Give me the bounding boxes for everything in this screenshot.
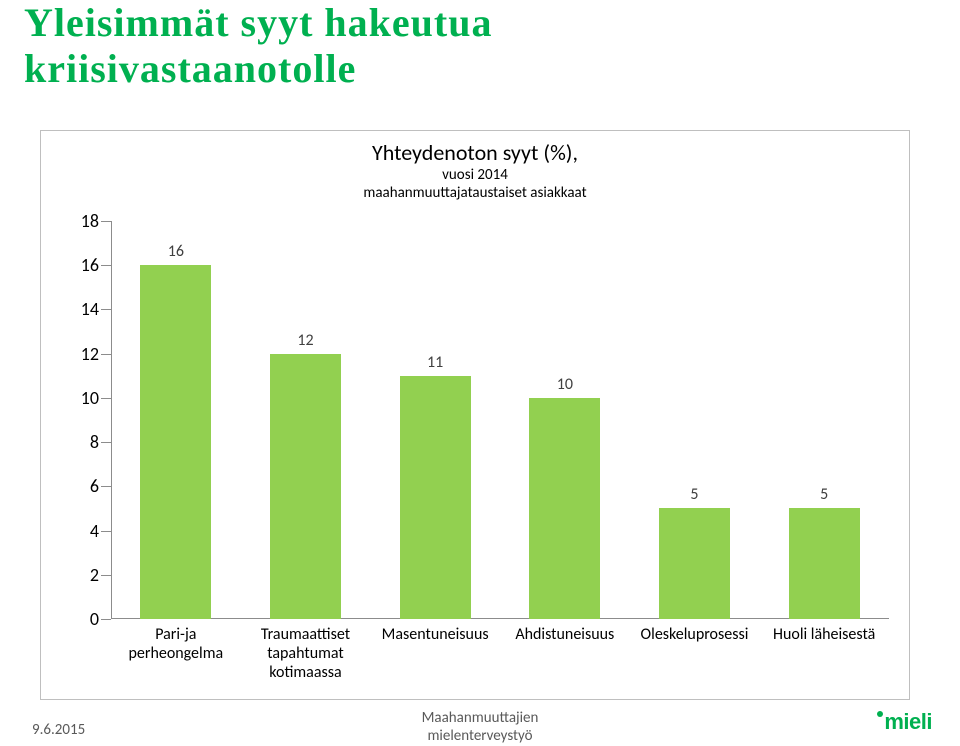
bar-value-label: 5: [659, 485, 730, 508]
heading-line-2: kriisivastaanotolle: [24, 46, 492, 92]
logo-dot-icon: [877, 711, 883, 717]
bar: 12: [270, 354, 341, 619]
y-tick: [101, 442, 111, 443]
y-tick-label: 2: [90, 564, 99, 586]
chart-titles: Yhteydenoton syyt (%), vuosi 2014 maahan…: [41, 131, 909, 202]
bar-value-label: 5: [789, 485, 860, 508]
footer-center: Maahanmuuttajien mielenterveystyö: [0, 709, 960, 745]
y-tick-label: 12: [81, 343, 99, 365]
y-tick-label: 6: [90, 475, 99, 497]
y-tick: [101, 221, 111, 222]
x-category-label: Huoli läheisestä: [759, 619, 889, 644]
footer-logo: mieli: [877, 709, 932, 735]
bar-value-label: 16: [140, 242, 211, 265]
chart-subtitle-1: vuosi 2014: [41, 166, 909, 184]
bar-value-label: 10: [529, 375, 600, 398]
footer-center-line-1: Maahanmuuttajien: [0, 709, 960, 727]
chart-subtitle-2: maahanmuuttajataustaiset asiakkaat: [41, 184, 909, 202]
y-axis: [111, 221, 112, 619]
y-tick: [101, 575, 111, 576]
x-category-label: Ahdistuneisuus: [500, 619, 630, 644]
bar-value-label: 11: [400, 353, 471, 376]
y-tick: [101, 309, 111, 310]
y-tick-label: 16: [81, 254, 99, 276]
slide: Yleisimmät syyt hakeutua kriisivastaanot…: [0, 0, 960, 746]
y-tick: [101, 354, 111, 355]
x-category-label: Masentuneisuus: [370, 619, 500, 644]
y-tick: [101, 486, 111, 487]
y-tick: [101, 619, 111, 620]
y-tick-label: 10: [81, 387, 99, 409]
footer-center-line-2: mielenterveystyö: [0, 727, 960, 745]
y-tick-label: 8: [90, 431, 99, 453]
y-tick: [101, 531, 111, 532]
y-tick-label: 14: [81, 298, 99, 320]
x-category-label: Traumaattisettapahtumatkotimaassa: [241, 619, 371, 683]
chart-plot-area: 02468101214161816Pari-japerheongelma12Tr…: [111, 221, 889, 619]
y-tick-label: 0: [90, 608, 99, 630]
y-tick-label: 18: [81, 210, 99, 232]
bar: 16: [140, 265, 211, 619]
chart-container: Yhteydenoton syyt (%), vuosi 2014 maahan…: [40, 130, 910, 700]
x-category-label: Oleskeluprosessi: [630, 619, 760, 644]
logo-text: mieli: [884, 709, 932, 734]
footer: 9.6.2015 Maahanmuuttajien mielenterveyst…: [0, 701, 960, 741]
heading-line-1: Yleisimmät syyt hakeutua: [24, 0, 492, 46]
bar: 5: [789, 508, 860, 619]
y-tick: [101, 265, 111, 266]
slide-heading: Yleisimmät syyt hakeutua kriisivastaanot…: [24, 0, 492, 92]
y-tick-label: 4: [90, 520, 99, 542]
y-tick: [101, 398, 111, 399]
bar: 11: [400, 376, 471, 619]
x-category-label: Pari-japerheongelma: [111, 619, 241, 663]
chart-title: Yhteydenoton syyt (%),: [41, 139, 909, 166]
bar: 5: [659, 508, 730, 619]
bar: 10: [529, 398, 600, 619]
bar-value-label: 12: [270, 331, 341, 354]
